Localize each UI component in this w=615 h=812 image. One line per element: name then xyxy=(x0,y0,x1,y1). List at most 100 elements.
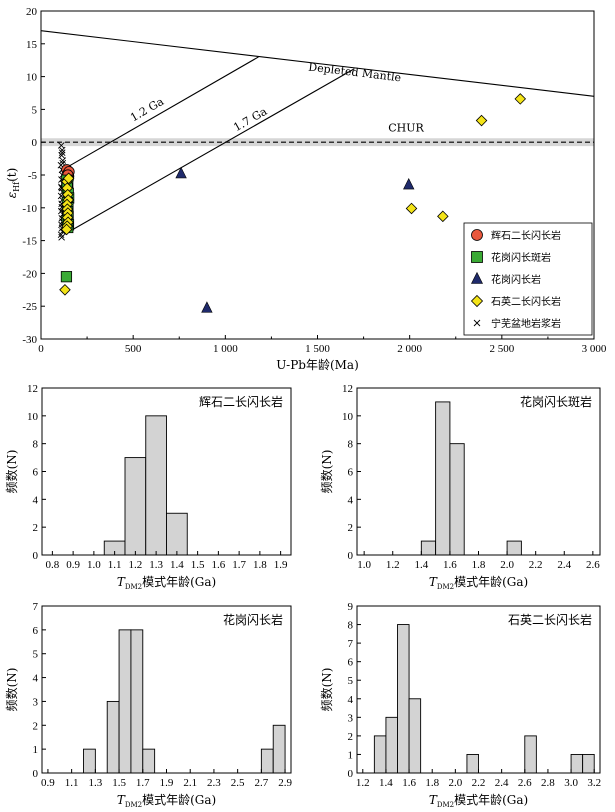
panel-title: 花岗闪长斑岩 xyxy=(520,394,592,409)
y-tick-label: 10 xyxy=(27,411,39,423)
y-tick-label: -5 xyxy=(28,170,38,182)
quartz-monzodiorite-point xyxy=(475,114,488,127)
histogram-bar xyxy=(130,629,144,774)
y-tick-label: 2 xyxy=(33,720,39,732)
ningwu-basin-magmatic-point-stroke-b xyxy=(58,149,66,157)
histogram-bar xyxy=(272,724,286,774)
x-tick-label: 1.4 xyxy=(170,559,184,571)
quartz-monzodiorite-point xyxy=(59,284,71,296)
y-tick-label: 4 xyxy=(33,673,39,685)
x-tick-label: 1.2 xyxy=(386,559,400,571)
x-tick-label: 2.1 xyxy=(183,777,197,789)
model-age-line-1.2ga xyxy=(64,56,259,169)
y-tick-label: 7 xyxy=(33,601,39,613)
y-tick-label: 1 xyxy=(348,749,354,761)
y-tick-label: 2 xyxy=(33,522,39,534)
x-tick-label: 1.6 xyxy=(212,559,226,571)
series-granodiorite xyxy=(175,166,415,313)
y-tick-label: 8 xyxy=(33,439,39,451)
y-tick-label: 8 xyxy=(348,620,354,632)
x-tick-label: 0 xyxy=(38,343,44,355)
panel-title: 石英二长闪长岩 xyxy=(508,612,592,627)
ningwu-basin-magmatic-point-stroke-b xyxy=(58,234,65,241)
y-tick-label: 10 xyxy=(342,411,354,423)
legend-marker-granodiorite-porphyry xyxy=(471,251,483,263)
chur-label: CHUR xyxy=(388,122,424,135)
legend-label-ningwu-basin-magmatic: 宁芜盆地岩浆岩 xyxy=(491,317,561,330)
y-tick-label: 6 xyxy=(348,657,354,669)
y-tick-label: 0 xyxy=(33,550,39,562)
x-axis-label-t: T xyxy=(429,793,438,807)
x-tick-label: 2.5 xyxy=(231,777,245,789)
model-age-line-1.7ga xyxy=(64,68,355,235)
histogram-bar xyxy=(408,698,422,774)
x-axis-label-sub: DM2 xyxy=(437,583,454,591)
histogram-bar xyxy=(124,457,147,556)
x-tick-label: 0.9 xyxy=(66,559,80,571)
x-tick-label: 2.9 xyxy=(278,777,292,789)
x-axis-label-text: 模式年龄(Ga) xyxy=(142,793,216,807)
age-1.2ga-label: 1.2 Ga xyxy=(128,95,166,125)
x-axis-label: TDM2模式年龄(Ga) xyxy=(117,793,216,809)
y-tick-label: 20 xyxy=(26,6,38,18)
y-tick-label: 6 xyxy=(33,467,39,479)
quartz-monzodiorite-point xyxy=(60,223,73,236)
x-tick-label: 1.6 xyxy=(402,777,416,789)
x-tick-label: 1.7 xyxy=(232,559,246,571)
x-axis-label-text: 模式年龄(Ga) xyxy=(454,575,528,589)
x-tick-label: 1.1 xyxy=(108,559,122,571)
y-tick-label: 4 xyxy=(348,694,354,706)
x-axis-label: U-Pb年龄(Ma) xyxy=(276,358,359,372)
x-tick-label: 1 500 xyxy=(305,343,330,355)
quartz-monzodiorite-point xyxy=(405,202,418,215)
quartz-monzodiorite-point xyxy=(437,210,449,223)
x-tick-label: 1.2 xyxy=(356,777,370,789)
x-axis-label: TDM2模式年龄(Ga) xyxy=(117,575,216,591)
hist-granodiorite-porphyry: 1.0 1.2 1.4 1.6 1.8 2.0 2.2 2.4 2.6 0 2 4 6 8 10 12 花岗闪长… xyxy=(319,383,601,591)
ningwu-basin-magmatic-point xyxy=(58,149,66,157)
y-tick-label: 0 xyxy=(348,550,354,562)
x-axis-label: TDM2模式年龄(Ga) xyxy=(429,575,528,591)
x-tick-label: 1 000 xyxy=(213,343,238,355)
y-axis-label-epsilon: ε xyxy=(5,192,19,198)
scatter-panel: Depleted Mantle CHUR 1.2 Ga 1.7 Ga 0 500 1 000… xyxy=(5,6,607,372)
hist-granodiorite: 0.9 1.1 1.3 1.5 1.7 1.9 2.1 2.3 2.5 2.7 2.9 0 1 2 3 4 5 6… xyxy=(4,601,292,809)
legend-label-quartz-monzodiorite: 石英二长闪长岩 xyxy=(491,295,561,308)
ningwu-basin-magmatic-point-stroke-b xyxy=(58,146,66,154)
x-tick-label: 1.8 xyxy=(253,559,267,571)
quartz-monzodiorite-point xyxy=(514,93,527,105)
x-tick-label: 1.4 xyxy=(414,559,428,571)
histogram-bar xyxy=(142,748,156,774)
y-axis-label: 频数(N) xyxy=(319,668,334,712)
x-tick-label: 2.4 xyxy=(557,559,571,571)
histogram-bar xyxy=(570,753,584,774)
histogram-bar xyxy=(506,540,522,556)
x-tick-label: 2.0 xyxy=(500,559,514,571)
y-tick-label: -15 xyxy=(22,236,37,248)
panel-frame xyxy=(356,387,601,556)
y-tick-label: 6 xyxy=(348,467,354,479)
x-tick-label: 2.2 xyxy=(472,777,486,789)
legend-label-granodiorite: 花岗闪长岩 xyxy=(491,273,541,286)
y-tick-label: 2 xyxy=(348,731,354,743)
panel-title: 辉石二长闪长岩 xyxy=(199,394,283,409)
histogram-bar xyxy=(420,540,437,556)
x-axis-label-t: T xyxy=(429,575,438,589)
panel-frame xyxy=(41,605,292,774)
y-tick-label: -25 xyxy=(22,301,37,313)
ningwu-basin-magmatic-point xyxy=(58,234,65,241)
y-tick-label: 15 xyxy=(26,39,38,51)
y-tick-label: 5 xyxy=(32,104,38,116)
histogram-bar xyxy=(145,415,167,556)
granodiorite-point xyxy=(403,177,415,190)
x-tick-label: 1.0 xyxy=(357,559,371,571)
y-tick-label: 3 xyxy=(348,712,354,724)
legend-label-granodiorite-porphyry: 花岗闪长斑岩 xyxy=(491,251,551,264)
legend-label-pyroxene-monzodiorite: 辉石二长闪长岩 xyxy=(491,229,561,242)
x-tick-label: 2.6 xyxy=(586,559,600,571)
hist-pyroxene-monzodiorite: 0.8 0.9 1.0 1.1 1.2 1.3 1.4 1.5 1.6 1.7 1.8 1.9 0 2 4 6… xyxy=(4,383,292,591)
y-tick-label: 12 xyxy=(27,383,38,395)
legend-marker-quartz-monzodiorite xyxy=(470,294,484,308)
granodiorite-porphyry-point xyxy=(60,271,73,283)
x-tick-label: 3.2 xyxy=(587,777,601,789)
